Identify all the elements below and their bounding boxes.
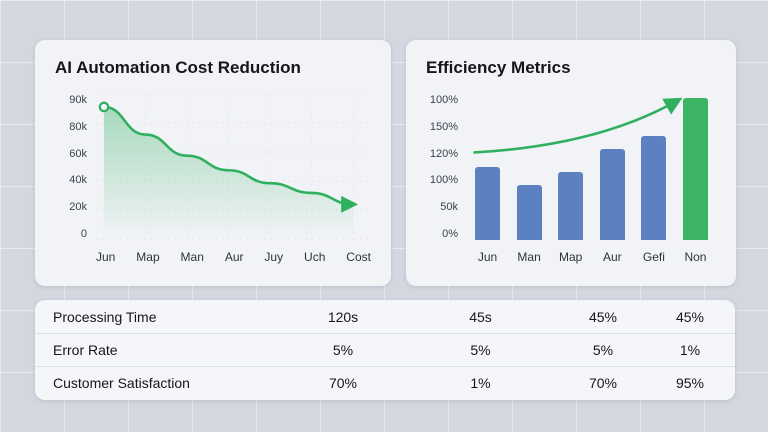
x-tick-label: Jun [477,250,498,264]
efficiency-y-axis: 100% 150% 120% 100% 50k 0% [426,94,467,240]
bar-non [682,97,708,240]
table-row-3: Customer Satisfaction 70% 1% 70% 95% [35,367,735,399]
cost-chart: 90k 80k 60k 40k 20k 0 Jun Map Man Aur Juy Uch Cost [55,93,371,264]
efficiency-plot-wrap: Jun Man Map Aur Gefi Non [467,94,716,264]
bar-gefi [641,135,667,240]
row-value: 5% [332,342,354,358]
cost-y-axis: 90k 80k 60k 40k 20k 0 [55,94,96,240]
x-tick-label: Aur [224,250,244,264]
row-value: 45% [675,309,705,325]
x-tick-label: Man [517,250,541,264]
x-tick-label: Cost [346,250,371,264]
trend-arrow [467,94,716,240]
metrics-table: Processing Time 120s 45s 45% 45% Error Rate 5%… [35,300,735,400]
cost-plot-wrap: Jun Map Man Aur Juy Uch Cost [96,93,371,264]
line-start-marker [98,101,110,113]
row-label: Processing Time [53,309,157,325]
x-tick-label: Juy [264,250,284,264]
row-value: 120s [327,309,359,325]
row-value: 1% [470,375,491,391]
row-label: Customer Satisfaction [53,375,190,391]
row-value: 5% [592,342,614,358]
y-tick-label: 80k [69,120,87,133]
y-tick-label: 150% [429,120,458,133]
x-tick-label: Man [180,250,204,264]
cost-reduction-card: AI Automation Cost Reduction 90k 80k 60k 40… [35,40,391,286]
y-tick-label: 20k [69,201,87,214]
cost-plot-area [96,93,371,240]
line-area-fill [104,106,353,240]
bar-aur [599,148,625,240]
efficiency-chart: 100% 150% 120% 100% 50k 0% Jun Man Map Aur Gefi No… [426,94,716,264]
table-row-2: Error Rate 5% 5% 5% 1% [35,334,735,367]
bar-man [516,185,542,240]
row-value: 95% [675,375,705,391]
x-tick-label: Map [136,250,160,264]
row-value: 1% [679,342,701,358]
cost-line-svg [96,93,371,240]
cost-x-axis: Jun Map Man Aur Juy Uch Cost [96,240,371,264]
line-series [102,105,359,213]
y-tick-label: 0% [442,227,458,240]
row-label: Error Rate [53,342,118,358]
y-tick-label: 0 [80,227,87,240]
y-tick-label: 100% [429,94,458,106]
y-tick-label: 60k [69,147,87,160]
bar-map [558,171,584,240]
y-tick-label: 40k [69,174,87,187]
x-tick-label: Aur [602,250,622,264]
table-row-1: Processing Time 120s 45s 45% 45% [35,301,735,334]
efficiency-metrics-card: Efficiency Metrics 100% 150% 120% 100% 50k 0%… [406,40,736,286]
x-tick-label: Non [684,250,707,264]
bar-jun [475,167,500,240]
efficiency-plot-area [467,94,716,240]
x-tick-label: Jun [96,250,116,264]
efficiency-x-axis: Jun Man Map Aur Gefi Non [467,240,716,264]
row-value: 70% [588,375,618,391]
y-tick-label: 50k [440,201,458,214]
cost-chart-title: AI Automation Cost Reduction [55,58,301,77]
x-tick-label: Gefi [642,250,665,264]
y-tick-label: 120% [429,147,458,160]
y-tick-label: 100% [429,174,458,187]
x-tick-label: Uch [304,250,326,264]
row-value: 70% [328,375,358,391]
x-tick-label: Map [559,250,583,264]
efficiency-chart-title: Efficiency Metrics [426,58,571,77]
row-value: 45s [469,309,492,325]
row-value: 45% [588,309,618,325]
row-value: 5% [470,342,491,358]
y-tick-label: 90k [69,94,87,106]
